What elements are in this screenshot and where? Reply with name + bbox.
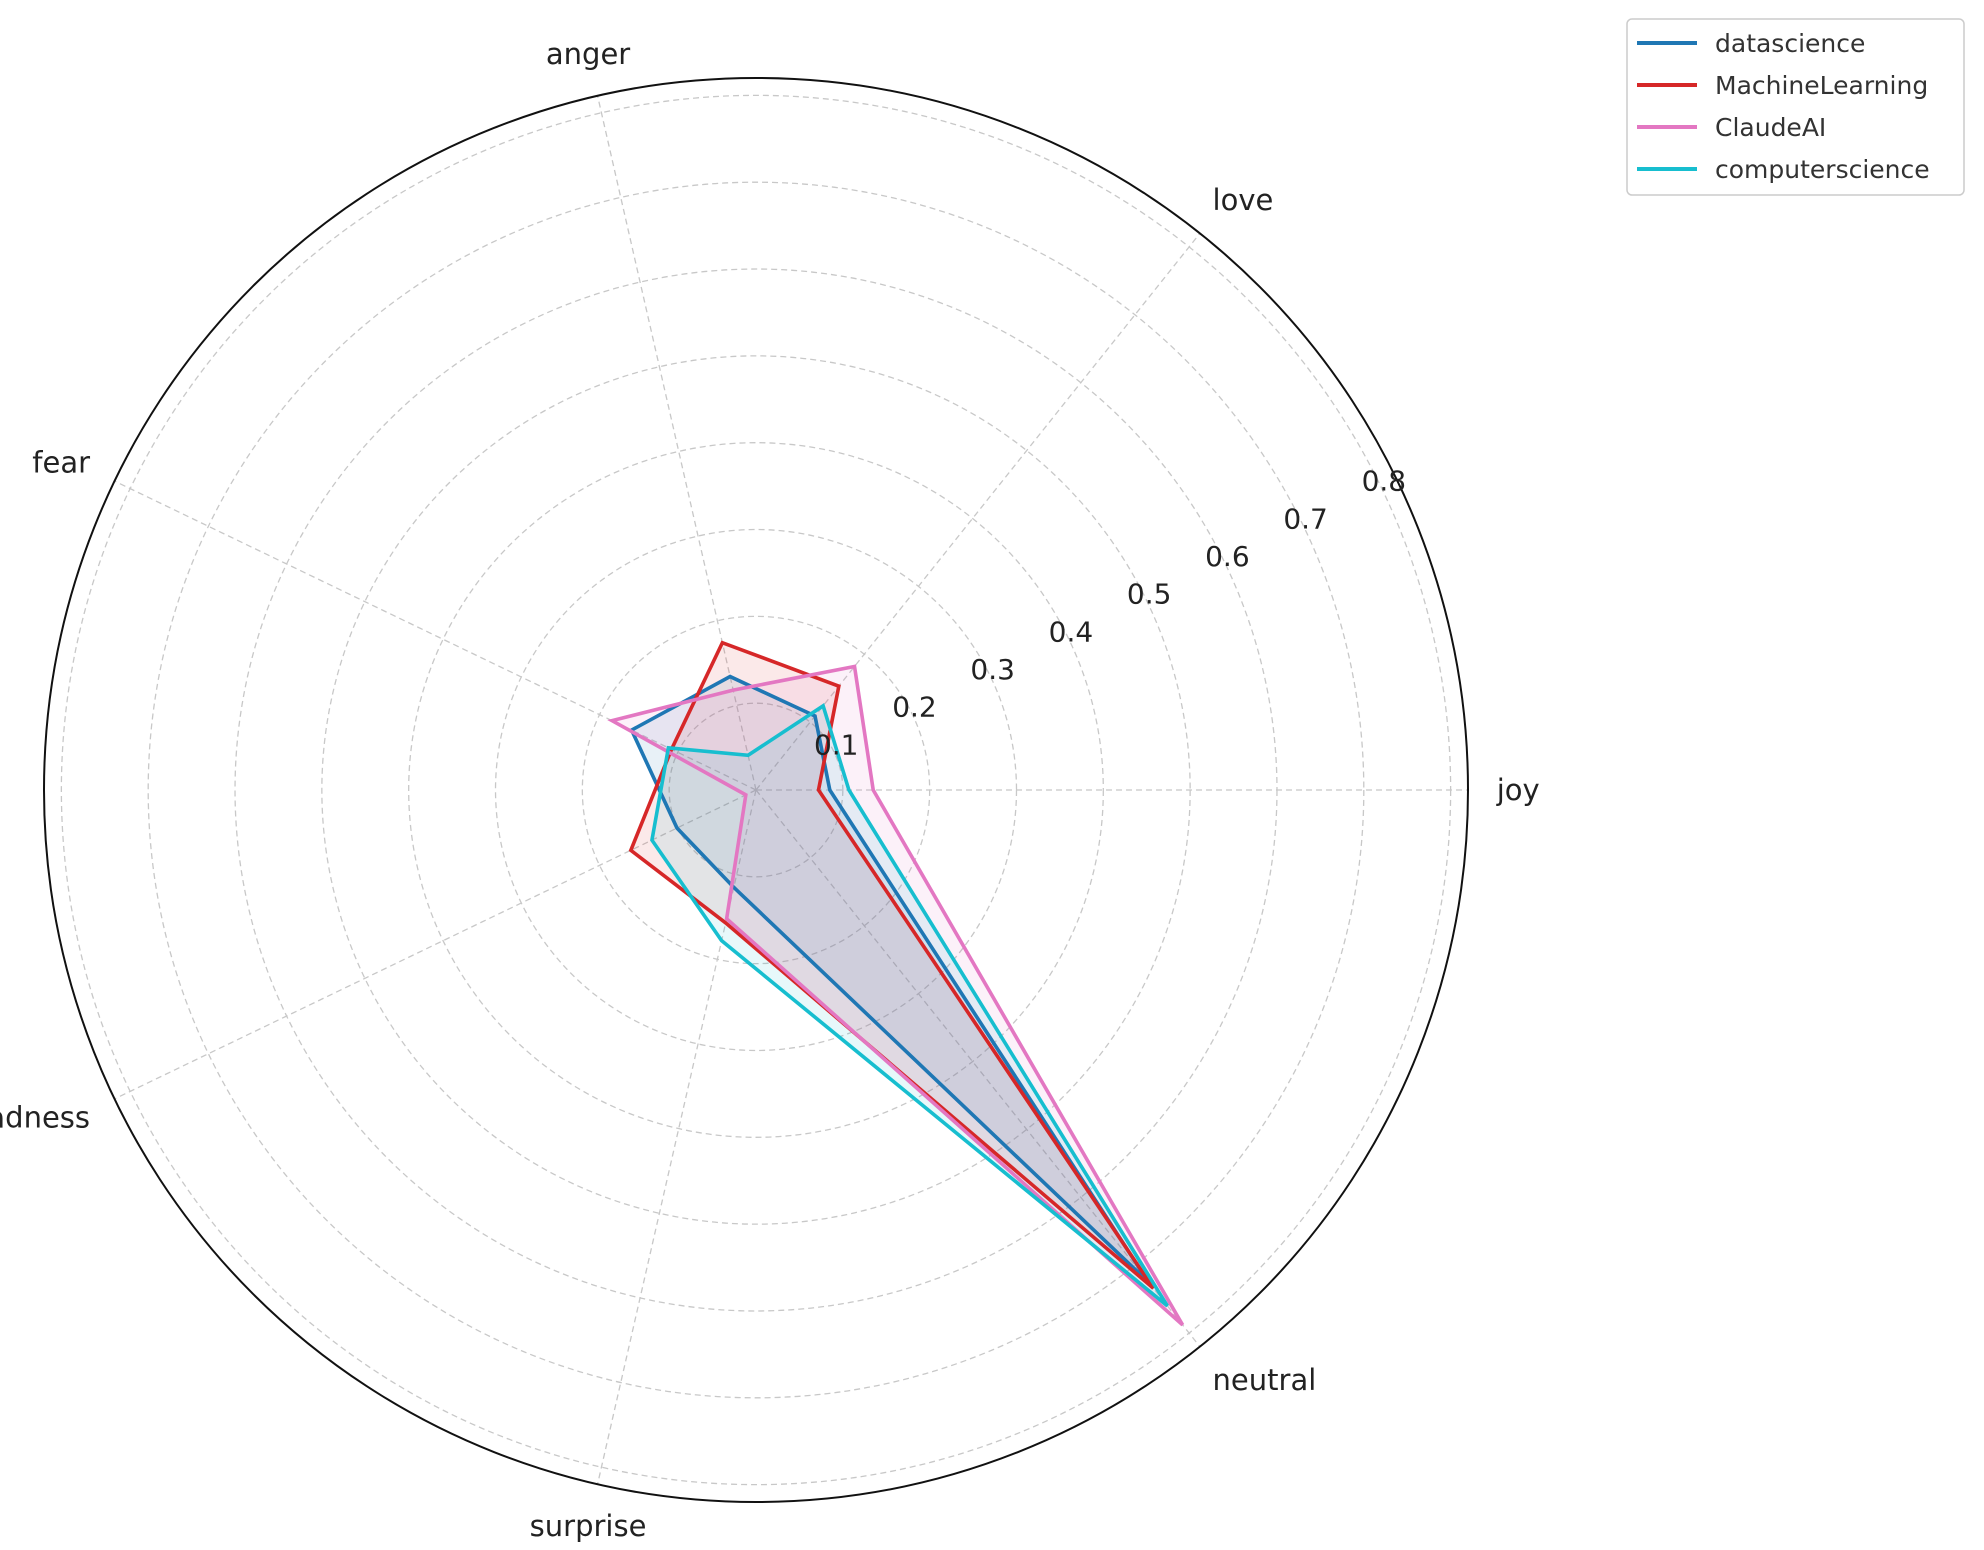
- series-line-computerscience: [650, 702, 1169, 1308]
- grid-spoke: [114, 789, 757, 1100]
- series-layer: [607, 640, 1185, 1327]
- r-tick-label: 0.4: [1049, 615, 1094, 648]
- outer-frame: [43, 77, 1469, 1503]
- grid-spoke: [755, 232, 1201, 791]
- r-tick-label: 0.8: [1362, 465, 1407, 498]
- legend-label-MachineLearning: MachineLearning: [1715, 71, 1928, 100]
- grid-spoke: [596, 789, 757, 1485]
- category-label-anger: anger: [546, 37, 630, 71]
- category-label-fear: fear: [32, 446, 90, 480]
- grid-spoke: [755, 789, 1201, 1348]
- category-label-neutral: neutral: [1213, 1363, 1317, 1397]
- r-tick-label: 0.2: [892, 691, 937, 724]
- series-line-datascience: [629, 674, 1151, 1284]
- category-label-joy: joy: [1496, 773, 1540, 807]
- r-tick-label: 0.5: [1127, 578, 1172, 611]
- legend-box: [1626, 18, 1965, 196]
- grid-spoke: [114, 480, 757, 791]
- r-tick-label: 0.6: [1205, 540, 1250, 573]
- series-line-MachineLearning: [628, 640, 1155, 1290]
- legend-label-datascience: datascience: [1715, 29, 1865, 58]
- grid-ring: [668, 702, 844, 878]
- category-label-surprise: surprise: [530, 1509, 647, 1543]
- grid-spoke: [596, 95, 757, 791]
- axis-labels: 0.1 0.2 0.3 0.4 0.5 0.6 0.7 0.8 joy love anger fear…: [0, 37, 1540, 1543]
- series-fill-computerscience: [651, 705, 1168, 1306]
- r-tick-label: 0.3: [970, 653, 1015, 686]
- r-tick-label: 0.7: [1283, 502, 1328, 535]
- grid-ring: [147, 181, 1365, 1399]
- grid-ring: [408, 442, 1104, 1138]
- r-tick-label: 0.1: [814, 728, 859, 761]
- legend-label-ClaudeAI: ClaudeAI: [1715, 113, 1826, 142]
- legend-label-computerscience: computerscience: [1715, 155, 1930, 184]
- category-label-love: love: [1213, 183, 1274, 217]
- series-fill-MachineLearning: [630, 642, 1154, 1289]
- series-fill-ClaudeAI: [612, 666, 1183, 1325]
- legend: datascience MachineLearning ClaudeAI comput…: [1626, 18, 1965, 196]
- grid: [43, 77, 1469, 1503]
- series-fill-datascience: [631, 676, 1149, 1283]
- category-label-sadness: sadness: [0, 1100, 90, 1134]
